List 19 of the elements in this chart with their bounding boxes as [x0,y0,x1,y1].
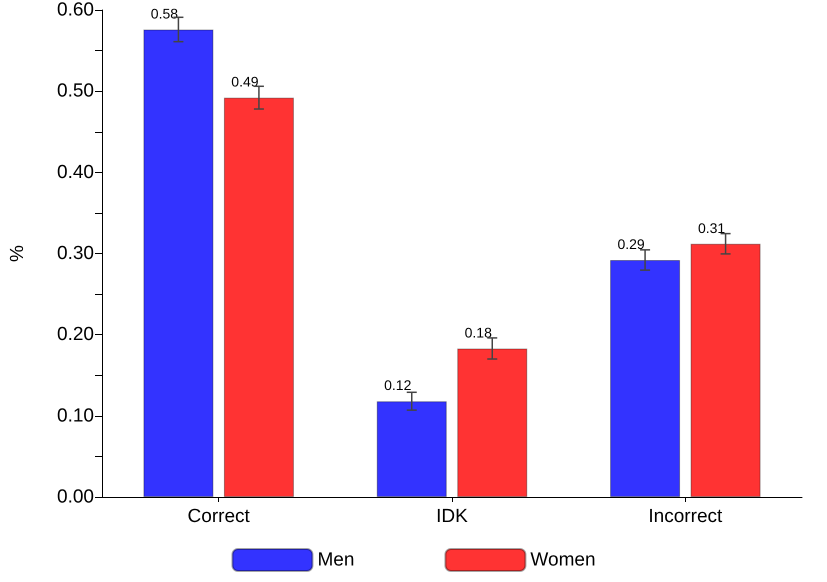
y-tick-label: 0.00 [57,486,94,508]
y-tick-label: 0.30 [57,243,94,264]
x-tick-label: IDK [436,506,468,527]
y-tick-label: 0.40 [57,162,94,183]
legend-label: Women [530,550,596,570]
y-tick-label: 0.10 [57,405,94,426]
data-label: 0.29 [617,236,645,252]
data-label: 0.12 [384,377,412,394]
data-label: 0.49 [231,74,259,90]
y-tick-label: 0.60 [57,0,94,20]
legend-label: Men [317,550,354,570]
data-label: 0.31 [698,220,726,236]
y-tick-label: 0.50 [57,80,94,102]
data-label: 0.58 [150,5,178,22]
data-label: 0.18 [464,324,492,340]
x-tick-label: Correct [188,506,251,527]
x-tick-label: Incorrect [648,506,724,527]
y-tick-label: 0.20 [57,324,94,346]
y-axis-title: % [7,244,28,262]
